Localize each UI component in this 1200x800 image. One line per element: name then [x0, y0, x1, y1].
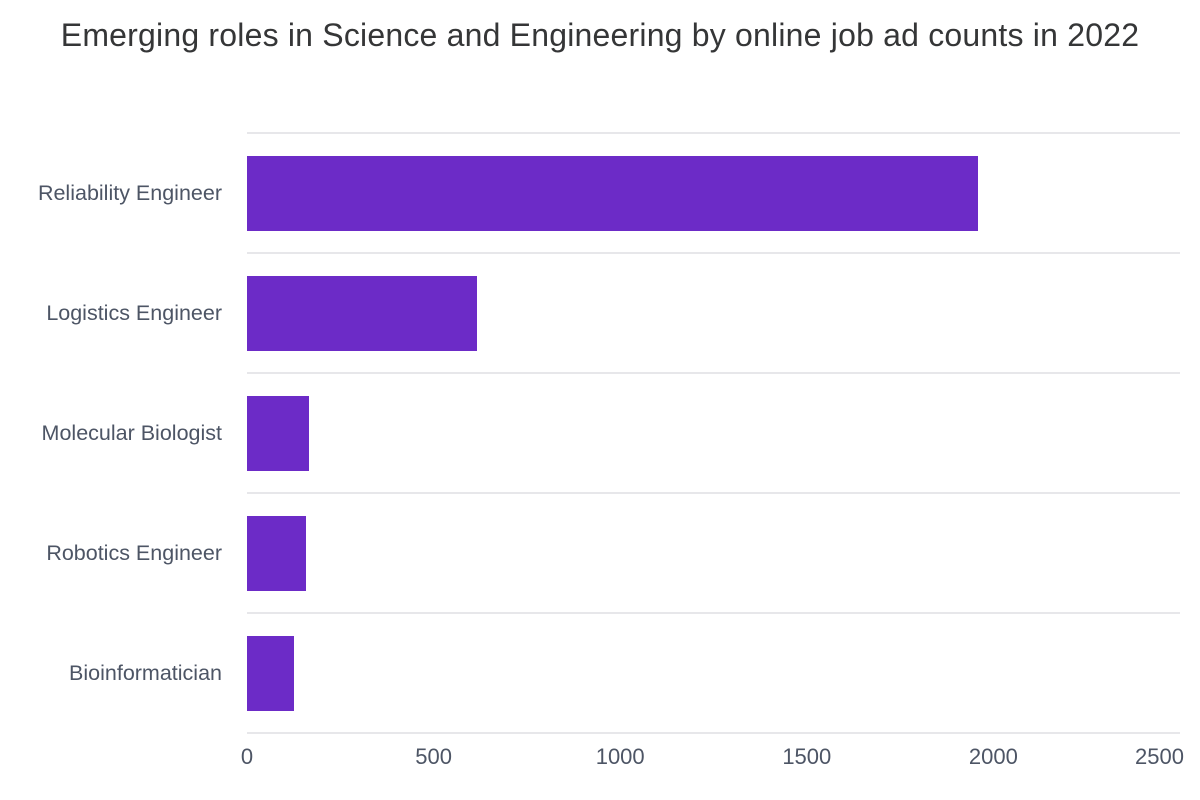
bar-bioinformatician: [247, 635, 295, 711]
gridline: [247, 492, 1180, 494]
x-axis-tick-label: 500: [415, 744, 452, 769]
gridline: [247, 612, 1180, 614]
category-label: Molecular Biologist: [41, 421, 222, 445]
chart-title: Emerging roles in Science and Engineerin…: [60, 17, 1140, 53]
category-label: Logistics Engineer: [46, 301, 222, 325]
bar-logistics-engineer: [247, 275, 478, 351]
bar-molecular-biologist: [247, 395, 309, 471]
gridline: [247, 132, 1180, 134]
x-axis-tick-label: 1500: [782, 744, 832, 769]
gridline: [247, 372, 1180, 374]
bar-reliability-engineer: [247, 155, 979, 231]
x-axis-tick-label: 1000: [595, 744, 645, 769]
x-axis-tick-label: 0: [240, 744, 254, 769]
bar-robotics-engineer: [247, 515, 306, 591]
x-axis-tick-label: 2000: [968, 744, 1018, 769]
category-label: Bioinformatician: [69, 661, 222, 685]
plot-area: [247, 132, 1180, 734]
x-axis-tick-label: 2500: [1135, 744, 1184, 769]
gridline: [247, 252, 1180, 254]
category-label: Reliability Engineer: [37, 181, 222, 205]
gridline: [247, 732, 1180, 734]
category-label: Robotics Engineer: [46, 541, 222, 565]
